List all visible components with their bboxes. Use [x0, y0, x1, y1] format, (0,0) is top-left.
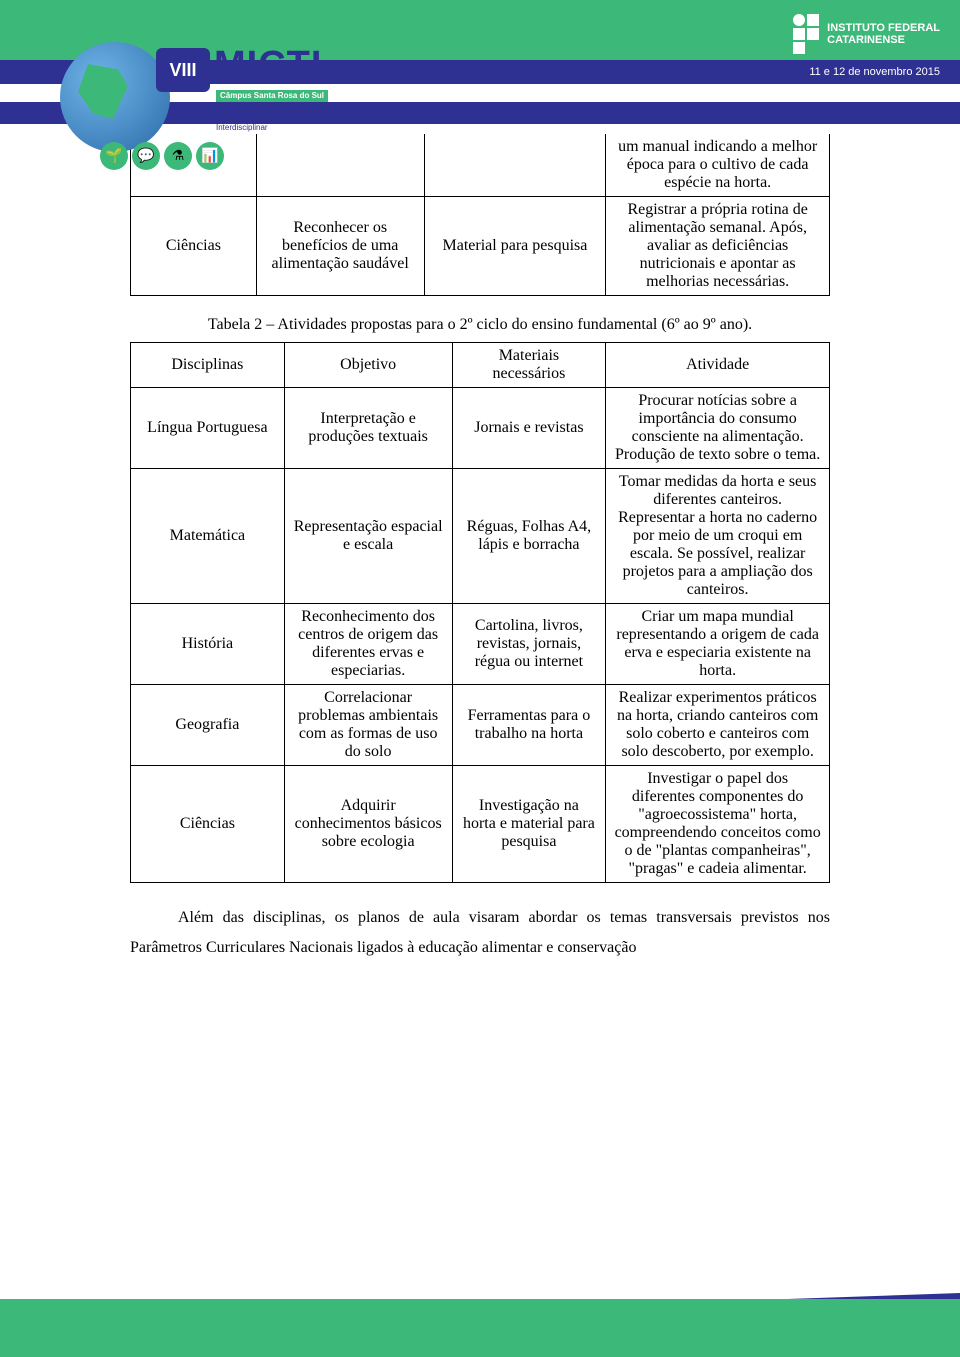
col-header: Disciplinas: [131, 343, 285, 388]
cell: Criar um mapa mundial representando a or…: [606, 604, 830, 685]
table-2-caption: Tabela 2 – Atividades propostas para o 2…: [130, 316, 830, 334]
institute-line2: CATARINENSE: [827, 34, 940, 46]
cell: Língua Portuguesa: [131, 388, 285, 469]
institute-line1: INSTITUTO FEDERAL: [827, 22, 940, 34]
table-row: Ciências Adquirir conhecimentos básicos …: [131, 766, 830, 883]
table-row: História Reconhecimento dos centros de o…: [131, 604, 830, 685]
cell: História: [131, 604, 285, 685]
decoration-bubbles: 🌱 💬 ⚗ 📊: [100, 142, 224, 170]
subtitle-line2: Científica e Tecnológica Interdisciplina…: [216, 113, 300, 132]
cell: Ciências: [131, 197, 257, 296]
cell: Geografia: [131, 685, 285, 766]
cell: Reconhecimento dos centros de origem das…: [284, 604, 452, 685]
subtitle-line1: Mostra Nacional de Iniciação: [216, 104, 319, 113]
cell: Cartolina, livros, revistas, jornais, ré…: [452, 604, 606, 685]
cell: Material para pesquisa: [424, 197, 606, 296]
cell: Adquirir conhecimentos básicos sobre eco…: [284, 766, 452, 883]
cell: Jornais e revistas: [452, 388, 606, 469]
cell: um manual indicando a melhor época para …: [606, 134, 830, 197]
footer-stripe-green: [0, 1299, 960, 1357]
bubble-icon: ⚗: [164, 142, 192, 170]
cell: Investigar o papel dos diferentes compon…: [606, 766, 830, 883]
cell: Interpretação e produções textuais: [284, 388, 452, 469]
cell: Registrar a própria rotina de alimentaçã…: [606, 197, 830, 296]
bubble-icon: 🌱: [100, 142, 128, 170]
col-header: Materiais necessários: [452, 343, 606, 388]
institute-logo: INSTITUTO FEDERAL CATARINENSE: [793, 14, 940, 54]
institute-text: INSTITUTO FEDERAL CATARINENSE: [827, 22, 940, 46]
cell: Procurar notícias sobre a importância do…: [606, 388, 830, 469]
cell: [424, 134, 606, 197]
cell: Investigação na horta e material para pe…: [452, 766, 606, 883]
cell: Reconhecer os benefícios de uma alimenta…: [256, 197, 424, 296]
event-emblem: VIII MICTI Câmpus Santa Rosa do Sul Most…: [60, 42, 340, 162]
table-row: Matemática Representação espacial e esca…: [131, 469, 830, 604]
cell: Correlacionar problemas ambientais com a…: [284, 685, 452, 766]
table-row: Ciências Reconhecer os benefícios de uma…: [131, 197, 830, 296]
cell: Ferramentas para o trabalho na horta: [452, 685, 606, 766]
campus-label: Câmpus Santa Rosa do Sul: [216, 90, 328, 102]
cell: Réguas, Folhas A4, lápis e borracha: [452, 469, 606, 604]
if-logo-icon: [793, 14, 819, 54]
cell: Ciências: [131, 766, 285, 883]
edition-badge: VIII: [156, 48, 210, 92]
cell: Realizar experimentos práticos na horta,…: [606, 685, 830, 766]
cell: Tomar medidas da horta e seus diferentes…: [606, 469, 830, 604]
event-title: MICTI: [214, 44, 322, 87]
cell: Representação espacial e escala: [284, 469, 452, 604]
col-header: Objetivo: [284, 343, 452, 388]
event-subtitle: Câmpus Santa Rosa do Sul Mostra Nacional…: [216, 90, 340, 132]
page-footer: [0, 1267, 960, 1357]
table-row: Língua Portuguesa Interpretação e produç…: [131, 388, 830, 469]
body-paragraph: Além das disciplinas, os planos de aula …: [130, 903, 830, 964]
bubble-icon: 📊: [196, 142, 224, 170]
table-row: Geografia Correlacionar problemas ambien…: [131, 685, 830, 766]
table-header-row: Disciplinas Objetivo Materiais necessári…: [131, 343, 830, 388]
cell: Matemática: [131, 469, 285, 604]
col-header: Atividade: [606, 343, 830, 388]
bubble-icon: 💬: [132, 142, 160, 170]
globe-icon: [60, 42, 170, 152]
page-content: um manual indicando a melhor época para …: [0, 124, 960, 964]
table-2: Disciplinas Objetivo Materiais necessári…: [130, 342, 830, 883]
